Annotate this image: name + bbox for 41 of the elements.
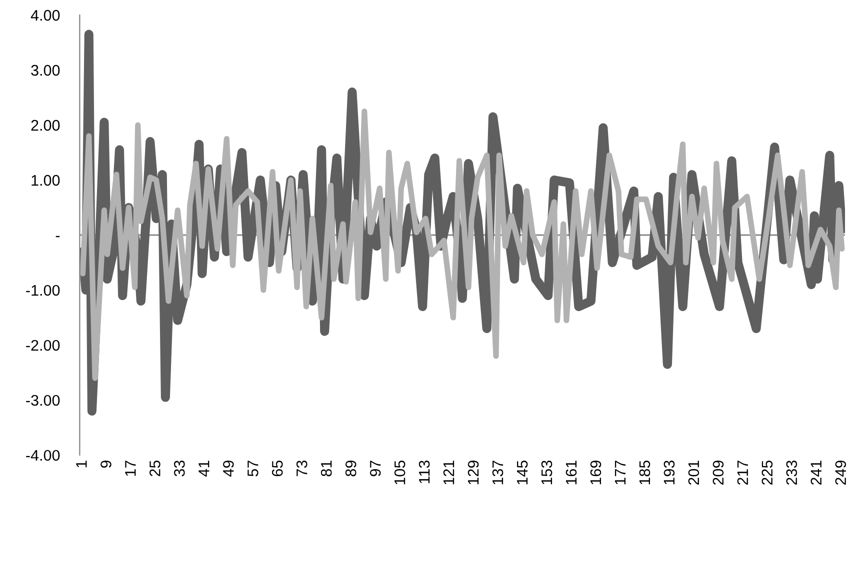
y-tick-label: - xyxy=(56,236,60,238)
x-tick-label: 153 xyxy=(541,460,552,484)
x-tick-label: 185 xyxy=(639,460,650,484)
y-tick-label: -2.00 xyxy=(26,340,60,351)
x-tick-label: 57 xyxy=(248,460,258,476)
x-tick-label: 137 xyxy=(492,460,504,484)
x-tick-label: 97 xyxy=(370,460,381,476)
y-tick-label: -1.00 xyxy=(26,284,60,296)
x-tick-label: 81 xyxy=(320,460,332,476)
y-tick-label: 4.00 xyxy=(30,10,60,21)
x-tick-label: 73 xyxy=(296,460,308,476)
x-tick-label: 233 xyxy=(786,460,798,485)
y-tick-label: 2.00 xyxy=(31,120,60,131)
x-tick-label: 177 xyxy=(614,460,626,484)
x-tick-label: 193 xyxy=(664,460,675,484)
x-tick-label: 249 xyxy=(835,460,846,485)
x-tick-label: 201 xyxy=(688,460,700,485)
x-tick-label: 113 xyxy=(418,460,430,484)
x-tick-label: 65 xyxy=(272,460,283,476)
x-tick-label: 129 xyxy=(468,460,479,484)
y-tick-label: -4.00 xyxy=(26,450,60,461)
y-tick-label: 3.00 xyxy=(31,64,60,76)
x-tick-label: 217 xyxy=(737,460,748,485)
x-tick-label: 241 xyxy=(810,460,822,485)
x-tick-label: 209 xyxy=(712,460,724,485)
x-tick-label: 33 xyxy=(174,460,185,476)
x-tick-label: 17 xyxy=(125,460,136,476)
x-tick-label: 9 xyxy=(100,460,112,468)
x-tick-label: 1 xyxy=(76,460,87,468)
y-tick-label: 1.00 xyxy=(32,174,60,186)
x-tick-label: 169 xyxy=(590,460,602,484)
x-tick-label: 225 xyxy=(762,460,773,485)
x-tick-label: 161 xyxy=(566,460,577,484)
x-tick-label: 121 xyxy=(443,460,454,484)
x-tick-label: 25 xyxy=(150,460,160,476)
x-tick-label: 105 xyxy=(394,460,406,484)
x-tick-label: 145 xyxy=(517,460,528,484)
y-tick-label: -3.00 xyxy=(26,394,60,406)
x-tick-label: 49 xyxy=(222,460,234,477)
x-tick-label: 41 xyxy=(198,460,210,477)
x-tick-label: 89 xyxy=(345,460,356,476)
